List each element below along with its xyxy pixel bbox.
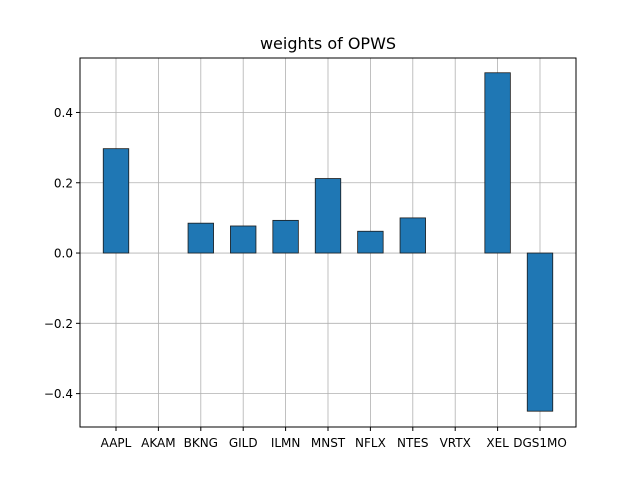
bar-xel: [484, 72, 511, 254]
x-tick-label: GILD: [229, 436, 258, 450]
x-tick-label: DGS1MO: [513, 436, 567, 450]
bar-gild: [230, 225, 257, 254]
x-tick-label: AAPL: [101, 436, 132, 450]
bar-ilmn: [272, 219, 299, 254]
x-ticks: AAPL AKAM BKNG GILD ILMN MNST NFLX NTES VRTX XEL D…: [101, 427, 567, 450]
bar-dgs1mo: [526, 252, 554, 412]
x-tick-label: ILMN: [271, 436, 301, 450]
x-tick-label: VRTX: [440, 436, 471, 450]
bar-bkng: [187, 222, 214, 254]
x-tick-label: NFLX: [355, 436, 386, 450]
bars: [102, 72, 554, 412]
x-tick-label: XEL: [486, 436, 509, 450]
y-tick-label: −0.4: [44, 387, 73, 401]
bar-nflx: [357, 230, 384, 254]
y-tick-label: −0.2: [44, 317, 73, 331]
x-tick-label: AKAM: [141, 436, 175, 450]
y-tick-label: 0.4: [54, 106, 73, 120]
bar-mnst: [314, 178, 342, 254]
x-tick-label: MNST: [311, 436, 346, 450]
bar-aapl: [102, 148, 130, 254]
x-tick-label: BKNG: [184, 436, 218, 450]
bar-ntes: [399, 217, 426, 254]
chart-title: weights of OPWS: [260, 34, 396, 53]
y-tick-label: 0.0: [54, 247, 73, 261]
y-tick-label: 0.2: [54, 176, 73, 190]
x-tick-label: NTES: [397, 436, 429, 450]
y-ticks: −0.4 −0.2 0.0 0.2 0.4: [44, 106, 80, 401]
